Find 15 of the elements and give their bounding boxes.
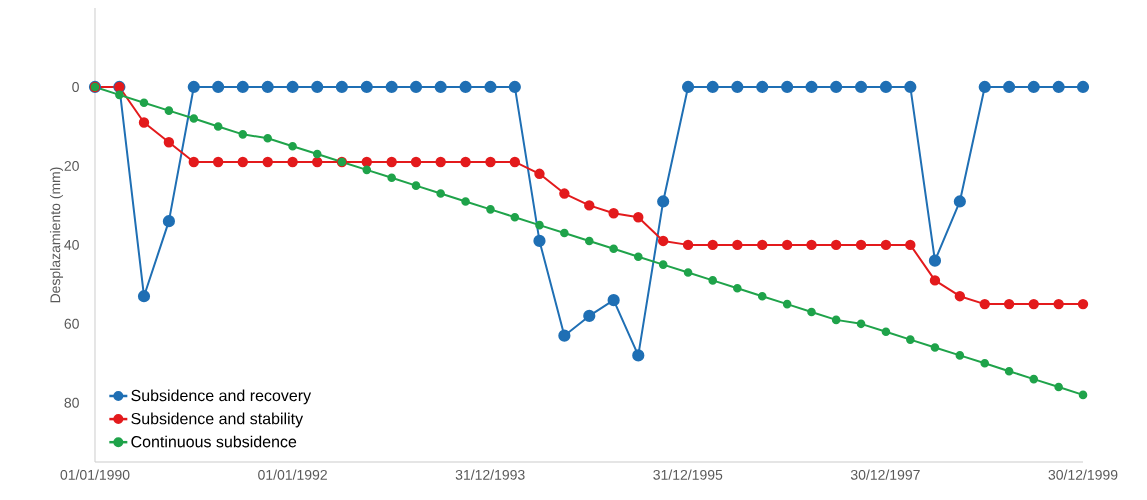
x-tick-label: 30/12/1997 [850,469,920,480]
y-tick-label: 60 [64,318,79,329]
legend-label: Continuous subsidence [131,435,297,448]
x-tick-label: 30/12/1999 [1048,469,1118,480]
y-tick-label: 40 [64,239,79,250]
x-tick-label: 31/12/1995 [653,469,723,480]
y-axis-title: Desplazamiento (mm) [49,167,64,303]
legend-label: Subsidence and recovery [131,389,312,405]
x-tick-label: 01/01/1990 [60,469,130,480]
legend-label: Subsidence and stability [131,412,304,428]
y-tick-label: 80 [64,397,79,408]
y-tick-label: 20 [64,160,79,171]
y-tick-label: 0 [72,82,79,92]
x-tick-label: 31/12/1993 [455,469,525,480]
x-tick-label: 01/01/1992 [258,469,327,480]
